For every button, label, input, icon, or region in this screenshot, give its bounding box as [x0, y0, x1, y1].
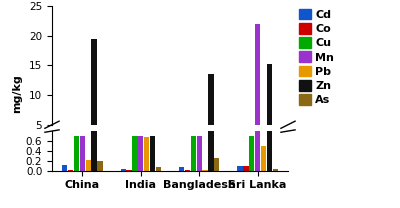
- Bar: [272, 169, 278, 171]
- Bar: [86, 153, 91, 154]
- Bar: [191, 136, 196, 171]
- Bar: [196, 136, 202, 171]
- Bar: [74, 136, 79, 171]
- Bar: [196, 150, 202, 154]
- Bar: [214, 158, 219, 171]
- Bar: [86, 160, 91, 171]
- Bar: [97, 153, 102, 154]
- Bar: [74, 150, 79, 154]
- Bar: [62, 165, 68, 171]
- Bar: [214, 153, 219, 154]
- Bar: [80, 150, 85, 154]
- Bar: [267, 0, 272, 171]
- Bar: [243, 166, 248, 171]
- Bar: [132, 136, 138, 171]
- Bar: [144, 137, 149, 171]
- Bar: [249, 136, 254, 171]
- Bar: [156, 167, 161, 171]
- Bar: [179, 167, 184, 171]
- Bar: [255, 0, 260, 171]
- Bar: [208, 0, 214, 171]
- Bar: [97, 161, 102, 171]
- Bar: [68, 170, 73, 171]
- Bar: [121, 169, 126, 171]
- Bar: [202, 170, 208, 171]
- Bar: [261, 151, 266, 154]
- Bar: [255, 24, 260, 154]
- Legend: Cd, Co, Cu, Mn, Pb, Zn, As: Cd, Co, Cu, Mn, Pb, Zn, As: [298, 8, 335, 106]
- Bar: [80, 136, 85, 171]
- Bar: [185, 170, 190, 171]
- Bar: [92, 39, 97, 154]
- Bar: [92, 0, 97, 171]
- Bar: [138, 136, 144, 171]
- Bar: [126, 170, 132, 171]
- Bar: [267, 64, 272, 154]
- Bar: [144, 150, 149, 154]
- Bar: [261, 146, 266, 171]
- Bar: [150, 136, 155, 171]
- Bar: [138, 150, 144, 154]
- Bar: [249, 150, 254, 154]
- Bar: [132, 150, 138, 154]
- Bar: [191, 150, 196, 154]
- Bar: [238, 166, 243, 171]
- Bar: [150, 150, 155, 154]
- Text: mg/kg: mg/kg: [12, 74, 22, 113]
- Bar: [208, 74, 214, 154]
